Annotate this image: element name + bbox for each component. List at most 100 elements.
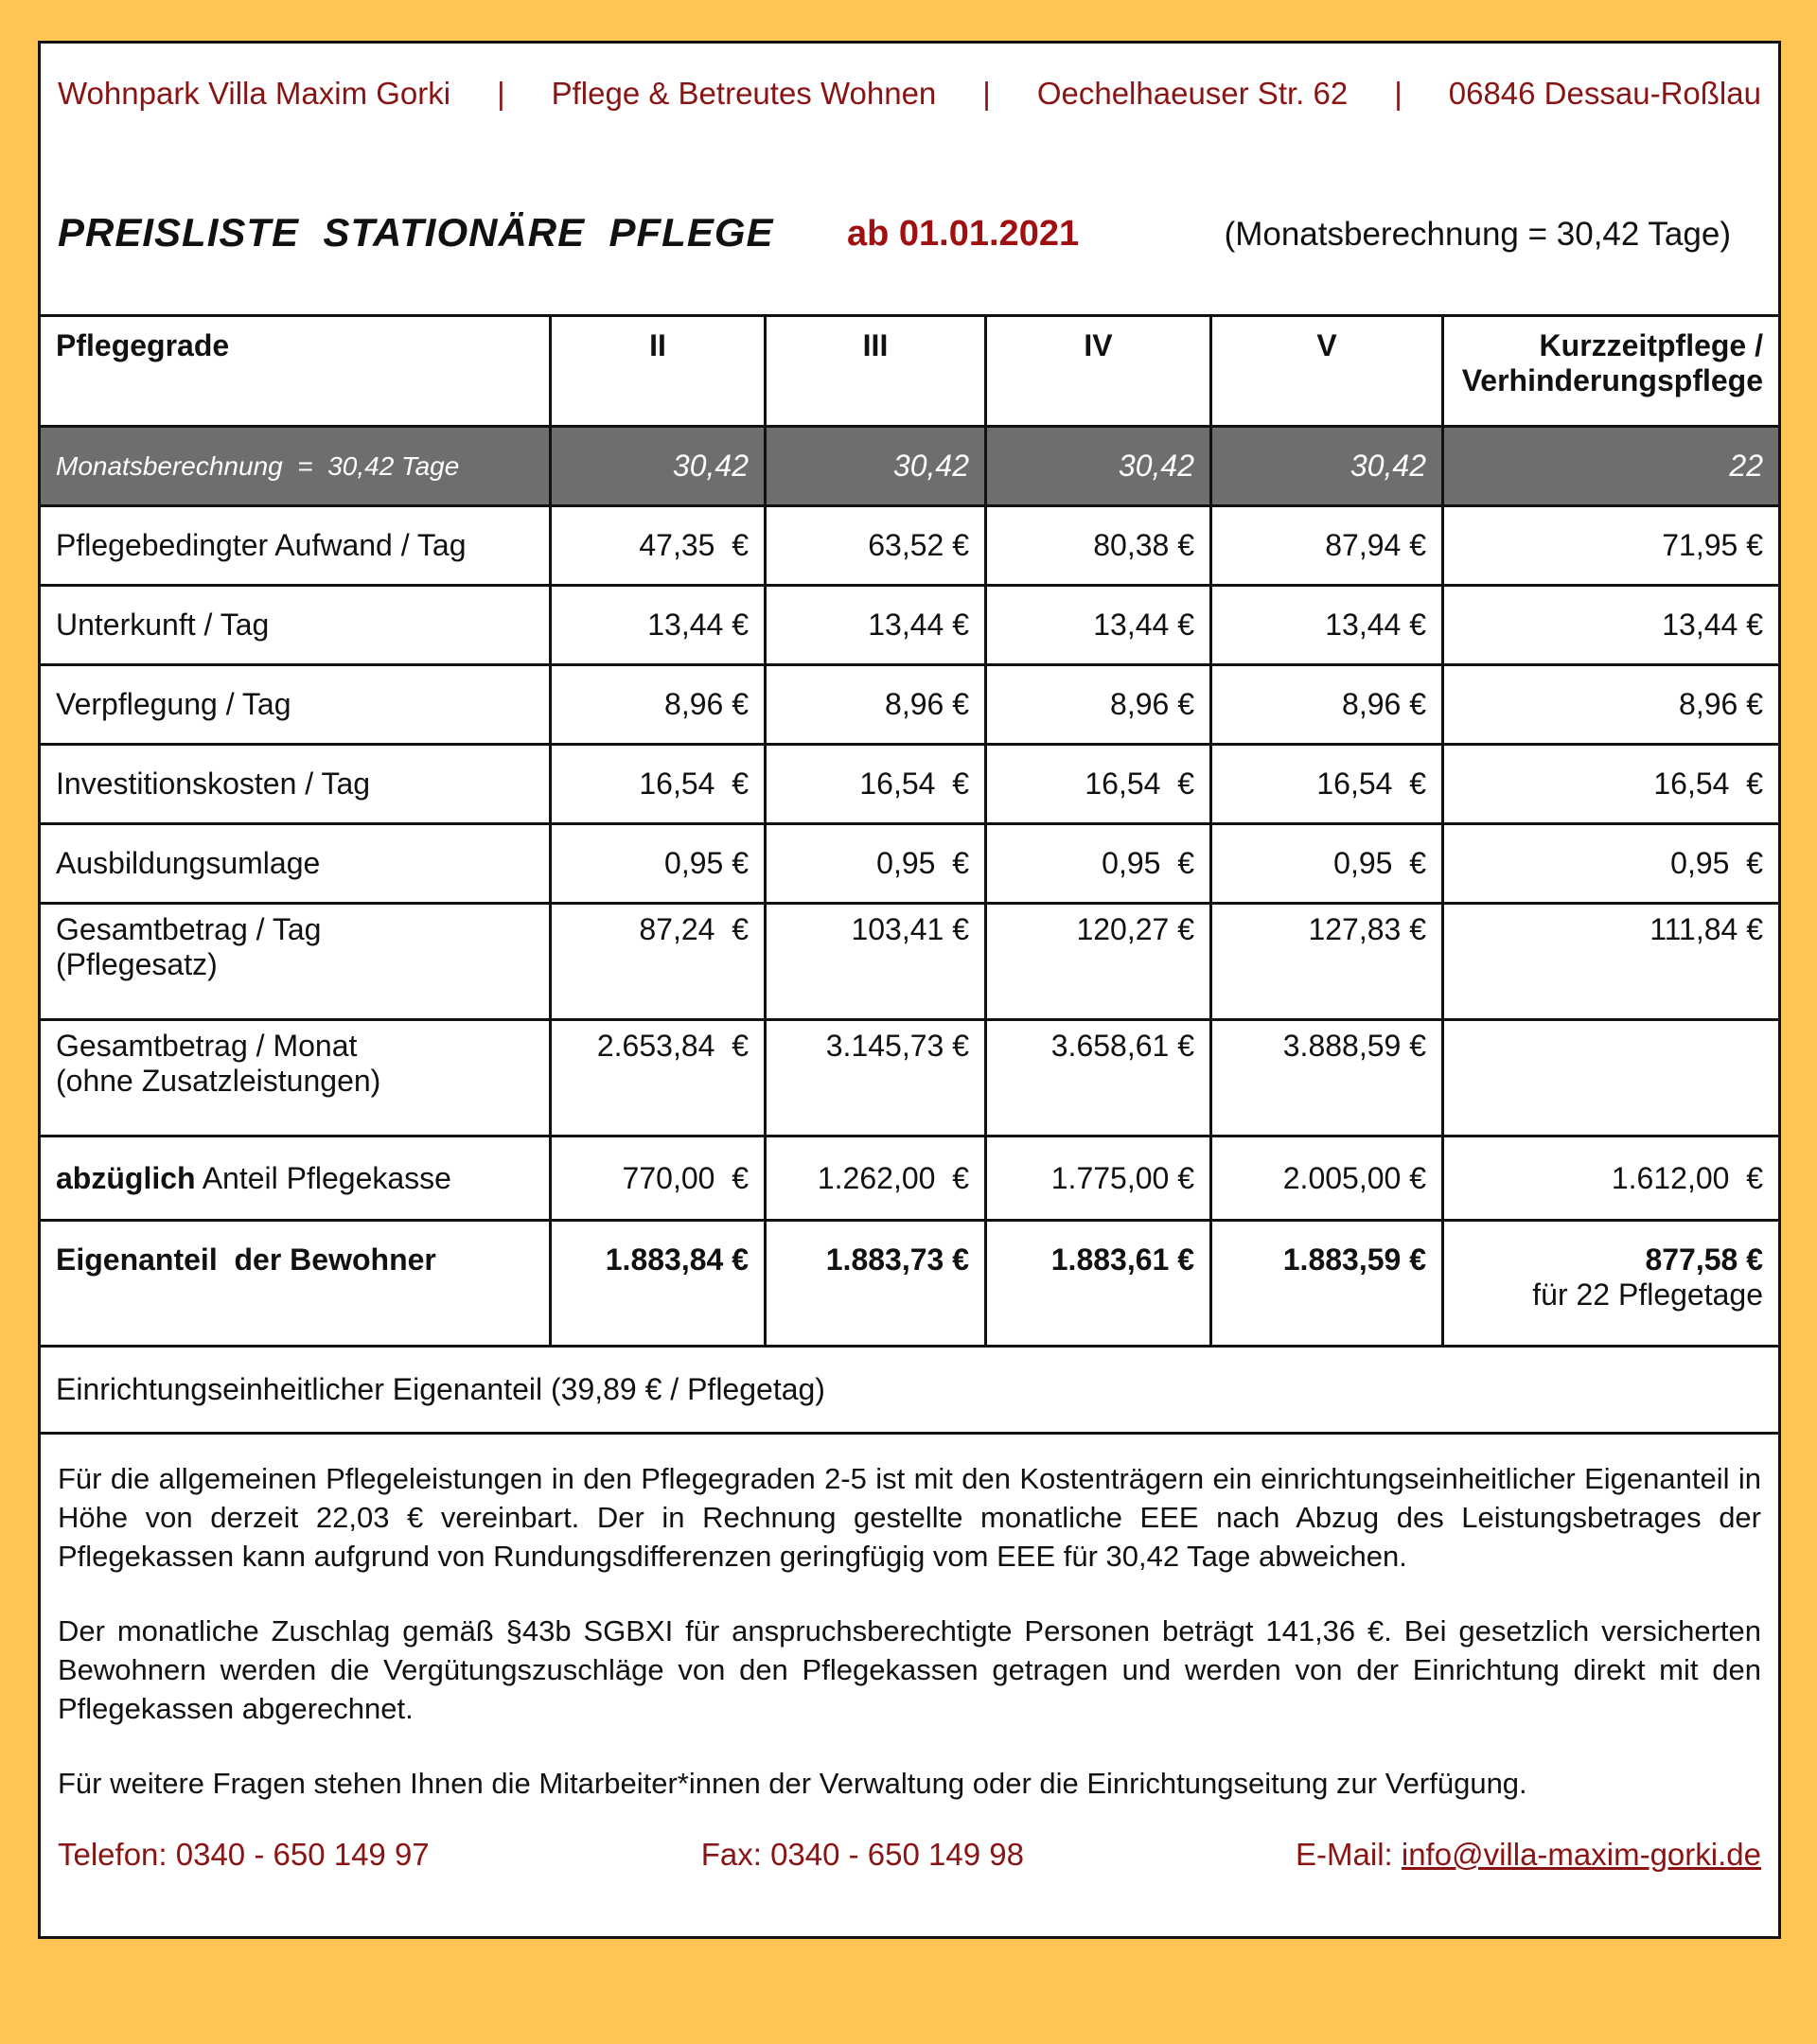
table-row: Gesamtbetrag / Tag (Pflegesatz) 87,24 € 1…	[38, 902, 1781, 1021]
cell: 1.262,00 €	[764, 1135, 987, 1222]
table-header-row: Pflegegrade II III IV V Kurzzeitpflege /…	[38, 314, 1781, 428]
cell: 1.883,59 €	[1209, 1219, 1444, 1348]
cell: 30,42	[1209, 425, 1444, 507]
uniform-copayment-row: Einrichtungseinheitlicher Eigenanteil (3…	[38, 1345, 1781, 1435]
header-line-1: Kurzzeitpflege /	[1539, 328, 1763, 362]
table-row: Investitionskosten / Tag 16,54 € 16,54 €…	[38, 743, 1781, 825]
email-label: E-Mail:	[1296, 1837, 1402, 1872]
table-row: abzüglich Anteil Pflegekasse 770,00 € 1.…	[38, 1135, 1781, 1222]
header-short-term-care: Kurzzeitpflege / Verhinderungspflege	[1441, 314, 1781, 428]
row-label: Ausbildungsumlage	[38, 822, 552, 905]
fax: Fax: 0340 - 650 149 98	[700, 1837, 1024, 1872]
cell: 127,83 €	[1209, 902, 1444, 1021]
facility-name: Wohnpark Villa Maxim Gorki	[58, 76, 451, 111]
cell: 80,38 €	[984, 504, 1212, 587]
cell: 1.883,73 €	[764, 1219, 987, 1348]
cell: 87,24 €	[549, 902, 767, 1021]
table-row: Einrichtungseinheitlicher Eigenanteil (3…	[38, 1345, 1781, 1435]
contact-footer: Telefon: 0340 - 650 149 97 Fax: 0340 - 6…	[58, 1837, 1761, 1873]
facility-street: Oechelhaeuser Str. 62	[1036, 76, 1349, 111]
table-row: Gesamtbetrag / Monat (ohne Zusatzleistung…	[38, 1018, 1781, 1137]
price-list-sheet: Wohnpark Villa Maxim Gorki | Pflege & Be…	[38, 41, 1781, 1939]
cell: 1.775,00 €	[984, 1135, 1212, 1222]
header-grade-5: V	[1209, 314, 1444, 428]
cell: 8,96 €	[984, 663, 1212, 746]
cell: 0,95 €	[764, 822, 987, 905]
cell: 87,94 €	[1209, 504, 1444, 587]
cell: 120,27 €	[984, 902, 1212, 1021]
cell: 30,42	[764, 425, 987, 507]
table-row: Ausbildungsumlage 0,95 € 0,95 € 0,95 € 0…	[38, 822, 1781, 905]
cell: 0,95 €	[549, 822, 767, 905]
cell: 30,42	[549, 425, 767, 507]
cell: 16,54 €	[1209, 743, 1444, 825]
facility-city: 06846 Dessau-Roßlau	[1448, 76, 1761, 111]
cell: 111,84 €	[1441, 902, 1781, 1021]
cell: 16,54 €	[984, 743, 1212, 825]
cell: 770,00 €	[549, 1135, 767, 1222]
header-grade-2: II	[549, 314, 767, 428]
row-label: Gesamtbetrag / Tag (Pflegesatz)	[38, 902, 552, 1021]
cell: 8,96 €	[764, 663, 987, 746]
cell: 8,96 €	[549, 663, 767, 746]
cell: 1.883,84 €	[549, 1219, 767, 1348]
table-row: Monatsberechnung = 30,42 Tage 30,42 30,4…	[38, 425, 1781, 507]
cell: 22	[1441, 425, 1781, 507]
separator: |	[1394, 76, 1402, 111]
cell: 47,35 €	[549, 504, 767, 587]
cell: 16,54 €	[1441, 743, 1781, 825]
price-table: Pflegegrade II III IV V Kurzzeitpflege /…	[38, 314, 1781, 1435]
note-paragraph: Der monatliche Zuschlag gemäß §43b SGBXI…	[58, 1614, 1761, 1725]
row-label-main: Anteil Pflegekasse	[195, 1160, 451, 1195]
cell: 13,44 €	[984, 584, 1212, 666]
cell: 2.653,84 €	[549, 1018, 767, 1137]
email-block: E-Mail: info@villa-maxim-gorki.de	[1296, 1837, 1761, 1873]
row-label: Eigenanteil der Bewohner	[38, 1219, 552, 1348]
row-sublabel: (Pflegesatz)	[56, 947, 218, 981]
cell: 71,95 €	[1441, 504, 1781, 587]
email-link[interactable]: info@villa-maxim-gorki.de	[1401, 1837, 1761, 1872]
header-grade-4: IV	[984, 314, 1212, 428]
cell: 3.658,61 €	[984, 1018, 1212, 1137]
cell: 877,58 € für 22 Pflegetage	[1441, 1219, 1781, 1348]
cell: 13,44 €	[764, 584, 987, 666]
cell: 13,44 €	[1209, 584, 1444, 666]
cell: 2.005,00 €	[1209, 1135, 1444, 1222]
row-label-main: Gesamtbetrag / Monat	[56, 1029, 358, 1063]
cell-note: für 22 Pflegetage	[1532, 1278, 1763, 1312]
table-row: Verpflegung / Tag 8,96 € 8,96 € 8,96 € 8…	[38, 663, 1781, 746]
table-row: Pflegebedingter Aufwand / Tag 47,35 € 63…	[38, 504, 1781, 587]
separator: |	[497, 76, 505, 111]
row-sublabel: (ohne Zusatzleistungen)	[56, 1064, 381, 1098]
cell: 1.612,00 €	[1441, 1135, 1781, 1222]
cell: 16,54 €	[549, 743, 767, 825]
cell-value: 877,58 €	[1645, 1242, 1763, 1277]
header-line-2: Verhinderungspflege	[1461, 363, 1763, 397]
cell	[1441, 1018, 1781, 1137]
facility-service: Pflege & Betreutes Wohnen	[551, 76, 937, 111]
cell: 13,44 €	[549, 584, 767, 666]
table-row: Eigenanteil der Bewohner 1.883,84 € 1.88…	[38, 1219, 1781, 1348]
note-paragraph: Für weitere Fragen stehen Ihnen die Mita…	[58, 1767, 1527, 1800]
row-label: Gesamtbetrag / Monat (ohne Zusatzleistung…	[38, 1018, 552, 1137]
cell: 1.883,61 €	[984, 1219, 1212, 1348]
row-label-bold: abzüglich	[56, 1160, 196, 1195]
row-label: Unterkunft / Tag	[38, 584, 552, 666]
cell: 8,96 €	[1209, 663, 1444, 746]
facility-header: Wohnpark Villa Maxim Gorki | Pflege & Be…	[58, 76, 1761, 112]
cell: 0,95 €	[984, 822, 1212, 905]
valid-from-date: ab 01.01.2021	[847, 214, 1080, 254]
header-pflegegrade: Pflegegrade	[38, 314, 552, 428]
cell: 3.145,73 €	[764, 1018, 987, 1137]
cell: 103,41 €	[764, 902, 987, 1021]
cell: 8,96 €	[1441, 663, 1781, 746]
note-paragraph: Für die allgemeinen Pflegeleistungen in …	[58, 1462, 1761, 1573]
row-label: Investitionskosten / Tag	[38, 743, 552, 825]
row-label: Verpflegung / Tag	[38, 663, 552, 746]
page-title: PREISLISTE STATIONÄRE PFLEGE	[58, 210, 774, 255]
month-calculation-note: (Monatsberechnung = 30,42 Tage)	[1224, 216, 1731, 253]
table-row: Unterkunft / Tag 13,44 € 13,44 € 13,44 €…	[38, 584, 1781, 666]
separator: |	[982, 76, 991, 111]
cell: 63,52 €	[764, 504, 987, 587]
row-label: Monatsberechnung = 30,42 Tage	[38, 425, 552, 507]
